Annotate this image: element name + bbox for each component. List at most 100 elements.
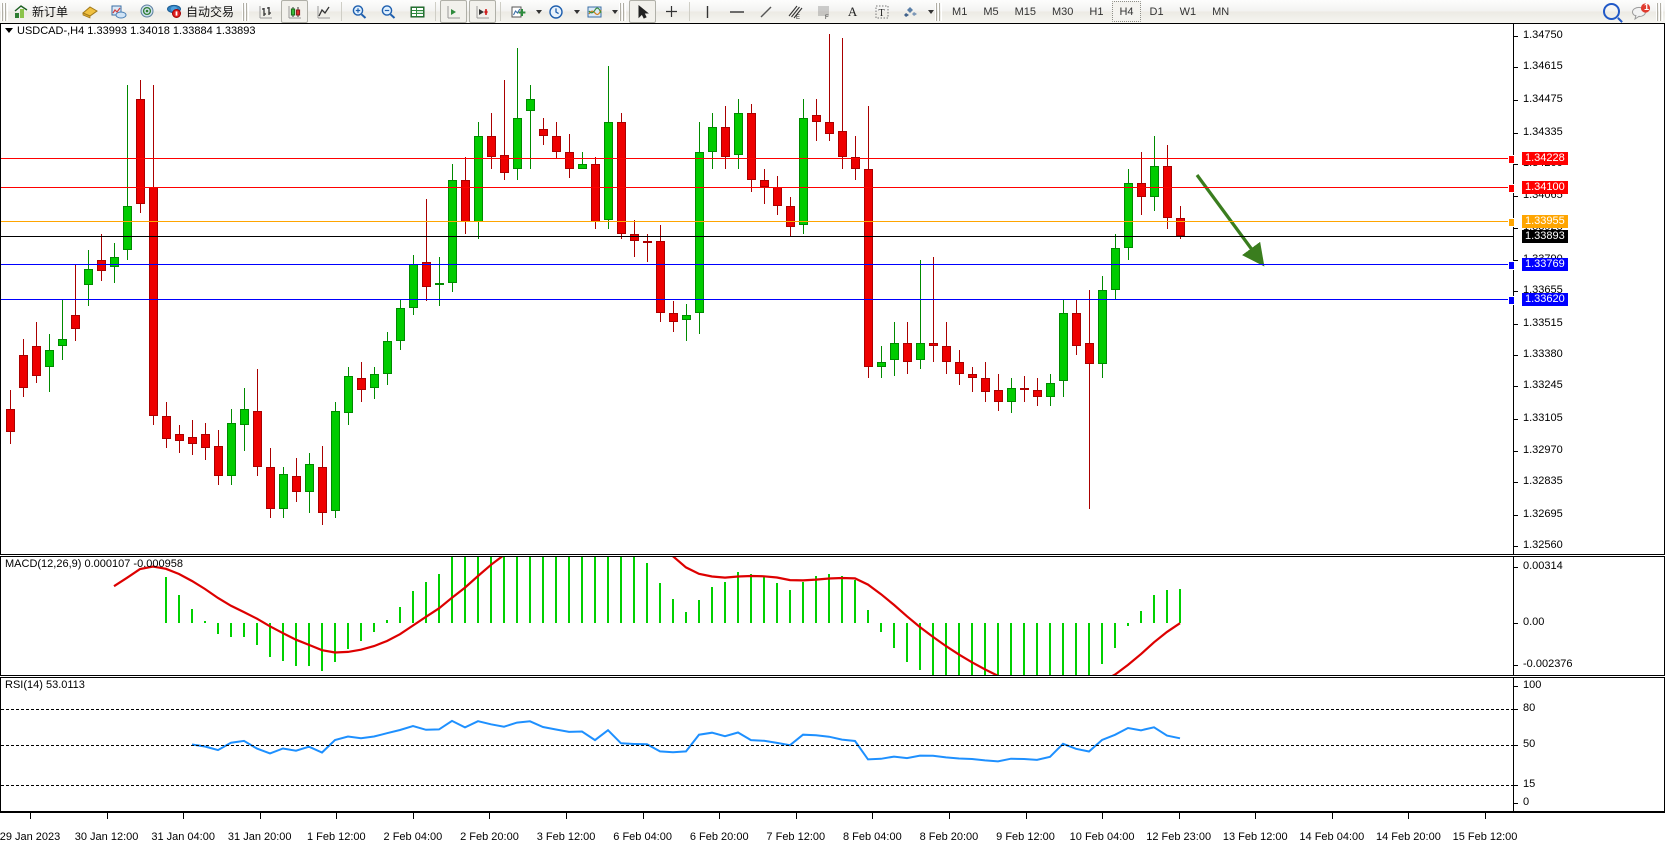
toolbar-grip-4[interactable] (935, 2, 943, 21)
rsi-plot-area[interactable] (1, 678, 1514, 811)
time-axis[interactable]: 29 Jan 2023 30 Jan 12:00 31 Jan 04:00 31 Ja… (0, 812, 1665, 843)
level-line-support-1[interactable] (1, 264, 1514, 266)
level-handle-pivot[interactable] (1508, 218, 1514, 228)
macd-histogram-bar (295, 622, 297, 666)
zoom-out-button[interactable] (375, 0, 402, 23)
candle-body (71, 315, 80, 330)
timeframe-m30[interactable]: M30 (1052, 5, 1074, 18)
down-trend-arrow[interactable] (1191, 169, 1311, 279)
indicators-chevron-down-icon[interactable] (536, 9, 543, 14)
expert-advisor-button[interactable] (76, 0, 103, 23)
crosshair-button[interactable] (658, 0, 685, 23)
auto-trading-button[interactable]: 自动交易 (163, 0, 240, 23)
price-tick-mark (1514, 195, 1518, 197)
time-tick-label: 2 Feb 20:00 (460, 831, 519, 843)
time-tick-mark (642, 812, 644, 819)
symbol-dropdown-caret-icon[interactable] (5, 28, 13, 33)
vertical-line-button[interactable] (694, 0, 721, 23)
fibonacci-button[interactable]: F (810, 0, 837, 23)
line-chart-button[interactable] (310, 0, 337, 23)
price-tag-resistance-2[interactable]: 1.34228 (1522, 151, 1568, 165)
macd-pane[interactable]: MACD(12,26,9) 0.000107 -0.000958 0.00314… (0, 556, 1665, 676)
macd-signal-line (113, 557, 1181, 675)
rsi-tick-mark (1514, 686, 1518, 687)
signals-button[interactable] (134, 0, 161, 23)
timeframe-h4[interactable]: H4 (1112, 1, 1141, 22)
alerts-button[interactable]: 1 (1627, 0, 1654, 23)
timeframe-mn[interactable]: MN (1212, 5, 1230, 18)
rsi-axis[interactable]: 100 80 50 15 0 (1514, 678, 1664, 811)
level-line-current-price[interactable] (1, 235, 1514, 237)
timeframe-m1[interactable]: M1 (952, 5, 968, 18)
price-tag-pivot[interactable]: 1.33955 (1522, 215, 1568, 229)
macd-axis[interactable]: 0.00314 0.00 -0.002376 (1514, 557, 1664, 675)
macd-title: MACD(12,26,9) 0.000107 -0.000958 (5, 558, 183, 570)
text-button[interactable]: A (839, 0, 866, 23)
cursor-button[interactable] (629, 0, 657, 23)
price-tag-support-1[interactable]: 1.33769 (1522, 258, 1568, 272)
price-tag-support-2[interactable]: 1.33620 (1522, 293, 1568, 307)
macd-histogram-bar (620, 557, 622, 623)
level-handle-support-2[interactable] (1508, 296, 1514, 306)
auto-trading-icon (167, 4, 182, 18)
macd-plot-area[interactable] (1, 557, 1514, 675)
price-plot-area[interactable] (1, 24, 1514, 554)
level-line-support-2[interactable] (1, 299, 1514, 301)
zoom-in-button[interactable] (346, 0, 373, 23)
macd-histogram-bar (841, 576, 843, 623)
macd-histogram-bar (191, 609, 193, 623)
time-tick-label: 3 Feb 12:00 (536, 831, 596, 843)
toolbar-grip-1[interactable] (1, 2, 8, 21)
templates-button[interactable] (581, 0, 608, 23)
time-tick-mark (489, 812, 491, 819)
macd-histogram-bar (217, 622, 219, 635)
timeframe-m15[interactable]: M15 (1014, 5, 1036, 18)
shapes-button[interactable] (897, 0, 924, 23)
level-line-resistance-2[interactable] (1, 157, 1514, 159)
rsi-pane[interactable]: RSI(14) 53.0113 100 80 50 15 0 (0, 677, 1665, 812)
search-button[interactable] (1598, 0, 1625, 23)
chart-shift-button[interactable] (440, 0, 468, 23)
new-order-button[interactable]: 新订单 (11, 0, 74, 23)
level-line-pivot[interactable] (1, 221, 1514, 223)
toolbar-grip-3[interactable] (619, 2, 627, 21)
auto-scroll-button[interactable] (469, 0, 497, 23)
shapes-chevron-down-icon[interactable] (928, 9, 935, 14)
timeframe-h1[interactable]: H1 (1089, 5, 1104, 18)
timeframe-m5[interactable]: M5 (983, 5, 999, 18)
candle-body (643, 240, 652, 244)
level-handle-resistance-2[interactable] (1508, 154, 1514, 164)
macd-histogram-bar (1049, 622, 1051, 675)
time-tick-label: 14 Feb 04:00 (1299, 831, 1365, 843)
text-label-button[interactable]: T (868, 0, 895, 23)
candle-body (422, 261, 431, 288)
price-axis[interactable]: 1.347501.346151.344751.343351.342001.340… (1514, 24, 1664, 554)
data-window-button[interactable] (105, 0, 132, 23)
candle-body (448, 180, 457, 283)
timeframe-w1[interactable]: W1 (1179, 5, 1197, 18)
toolbar-grip-5[interactable] (1656, 2, 1663, 21)
trend-line-button[interactable] (752, 0, 779, 23)
toolbar-grip-2[interactable] (242, 2, 250, 21)
candle-body (942, 345, 951, 363)
period-button[interactable] (543, 0, 570, 23)
price-pane[interactable]: USDCAD-,H4 1.33993 1.34018 1.33884 1.338… (0, 23, 1665, 555)
candle-body (279, 473, 288, 509)
time-tick-mark (336, 812, 338, 819)
equidistant-channel-button[interactable]: E (781, 0, 808, 23)
timeframe-d1[interactable]: D1 (1149, 5, 1164, 18)
level-line-resistance-1[interactable] (1, 187, 1514, 189)
level-handle-support-1[interactable] (1508, 261, 1514, 271)
templates-chevron-down-icon[interactable] (612, 9, 619, 14)
price-tag-resistance-1[interactable]: 1.34100 (1522, 181, 1568, 195)
indicators-button[interactable] (505, 0, 532, 23)
level-handle-resistance-1[interactable] (1508, 184, 1514, 194)
price-tick-mark (1514, 386, 1518, 388)
horizontal-line-button[interactable] (723, 0, 750, 23)
price-tag-current-price[interactable]: 1.33893 (1522, 229, 1568, 243)
market-watch-button[interactable] (404, 0, 431, 23)
bar-chart-button[interactable] (252, 0, 279, 23)
candle-wick (647, 233, 648, 262)
period-chevron-down-icon[interactable] (574, 9, 581, 14)
candlestick-chart-button[interactable] (281, 0, 309, 23)
